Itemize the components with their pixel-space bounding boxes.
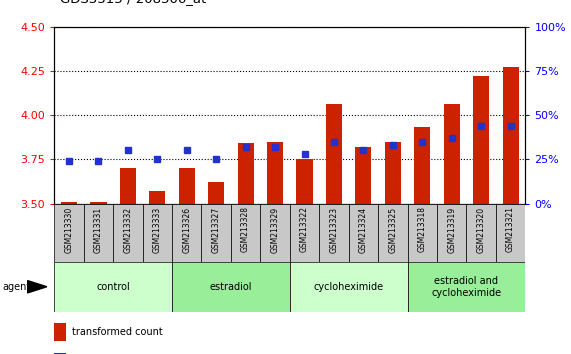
Text: GSM213326: GSM213326 bbox=[182, 206, 191, 253]
Bar bbox=[54, 262, 172, 312]
Bar bbox=[502, 67, 518, 204]
Bar bbox=[231, 204, 260, 262]
Text: GSM213328: GSM213328 bbox=[241, 206, 250, 252]
Bar bbox=[260, 204, 289, 262]
Text: GDS3315 / 208506_at: GDS3315 / 208506_at bbox=[60, 0, 206, 5]
Bar bbox=[179, 168, 195, 204]
Bar bbox=[172, 204, 202, 262]
Bar bbox=[289, 204, 319, 262]
Bar bbox=[208, 182, 224, 204]
Text: GSM213330: GSM213330 bbox=[65, 206, 74, 253]
Bar bbox=[467, 204, 496, 262]
Bar bbox=[149, 191, 166, 204]
Polygon shape bbox=[27, 280, 47, 293]
Text: GSM213329: GSM213329 bbox=[271, 206, 280, 253]
Text: GSM213324: GSM213324 bbox=[359, 206, 368, 253]
Text: GSM213333: GSM213333 bbox=[153, 206, 162, 253]
Bar bbox=[326, 104, 342, 204]
Bar bbox=[408, 262, 525, 312]
Text: cycloheximide: cycloheximide bbox=[313, 282, 384, 292]
Text: GSM213325: GSM213325 bbox=[388, 206, 397, 253]
Bar bbox=[143, 204, 172, 262]
Text: agent: agent bbox=[3, 282, 31, 292]
Bar bbox=[54, 323, 66, 341]
Text: GSM213323: GSM213323 bbox=[329, 206, 339, 253]
Bar bbox=[437, 204, 467, 262]
Bar bbox=[496, 204, 525, 262]
Text: GSM213321: GSM213321 bbox=[506, 206, 515, 252]
Bar bbox=[349, 204, 378, 262]
Bar bbox=[355, 147, 372, 204]
Bar bbox=[289, 262, 408, 312]
Bar bbox=[61, 202, 77, 204]
Text: GSM213322: GSM213322 bbox=[300, 206, 309, 252]
Text: GSM213320: GSM213320 bbox=[477, 206, 486, 253]
Bar bbox=[414, 127, 431, 204]
Bar bbox=[408, 204, 437, 262]
Text: transformed count: transformed count bbox=[73, 327, 163, 337]
Text: estradiol and
cycloheximide: estradiol and cycloheximide bbox=[431, 276, 501, 298]
Bar bbox=[113, 204, 143, 262]
Bar bbox=[120, 168, 136, 204]
Bar bbox=[90, 202, 107, 204]
Bar bbox=[54, 204, 84, 262]
Bar bbox=[267, 142, 283, 204]
Text: GSM213319: GSM213319 bbox=[447, 206, 456, 253]
Text: GSM213332: GSM213332 bbox=[123, 206, 132, 253]
Bar bbox=[54, 353, 66, 354]
Bar bbox=[84, 204, 113, 262]
Bar bbox=[473, 76, 489, 204]
Bar bbox=[202, 204, 231, 262]
Text: GSM213327: GSM213327 bbox=[212, 206, 220, 253]
Bar bbox=[385, 142, 401, 204]
Text: GSM213331: GSM213331 bbox=[94, 206, 103, 253]
Bar bbox=[378, 204, 408, 262]
Bar bbox=[444, 104, 460, 204]
Text: control: control bbox=[96, 282, 130, 292]
Bar bbox=[172, 262, 289, 312]
Bar bbox=[238, 143, 254, 204]
Bar bbox=[296, 159, 312, 204]
Text: estradiol: estradiol bbox=[210, 282, 252, 292]
Bar bbox=[319, 204, 349, 262]
Text: GSM213318: GSM213318 bbox=[418, 206, 427, 252]
